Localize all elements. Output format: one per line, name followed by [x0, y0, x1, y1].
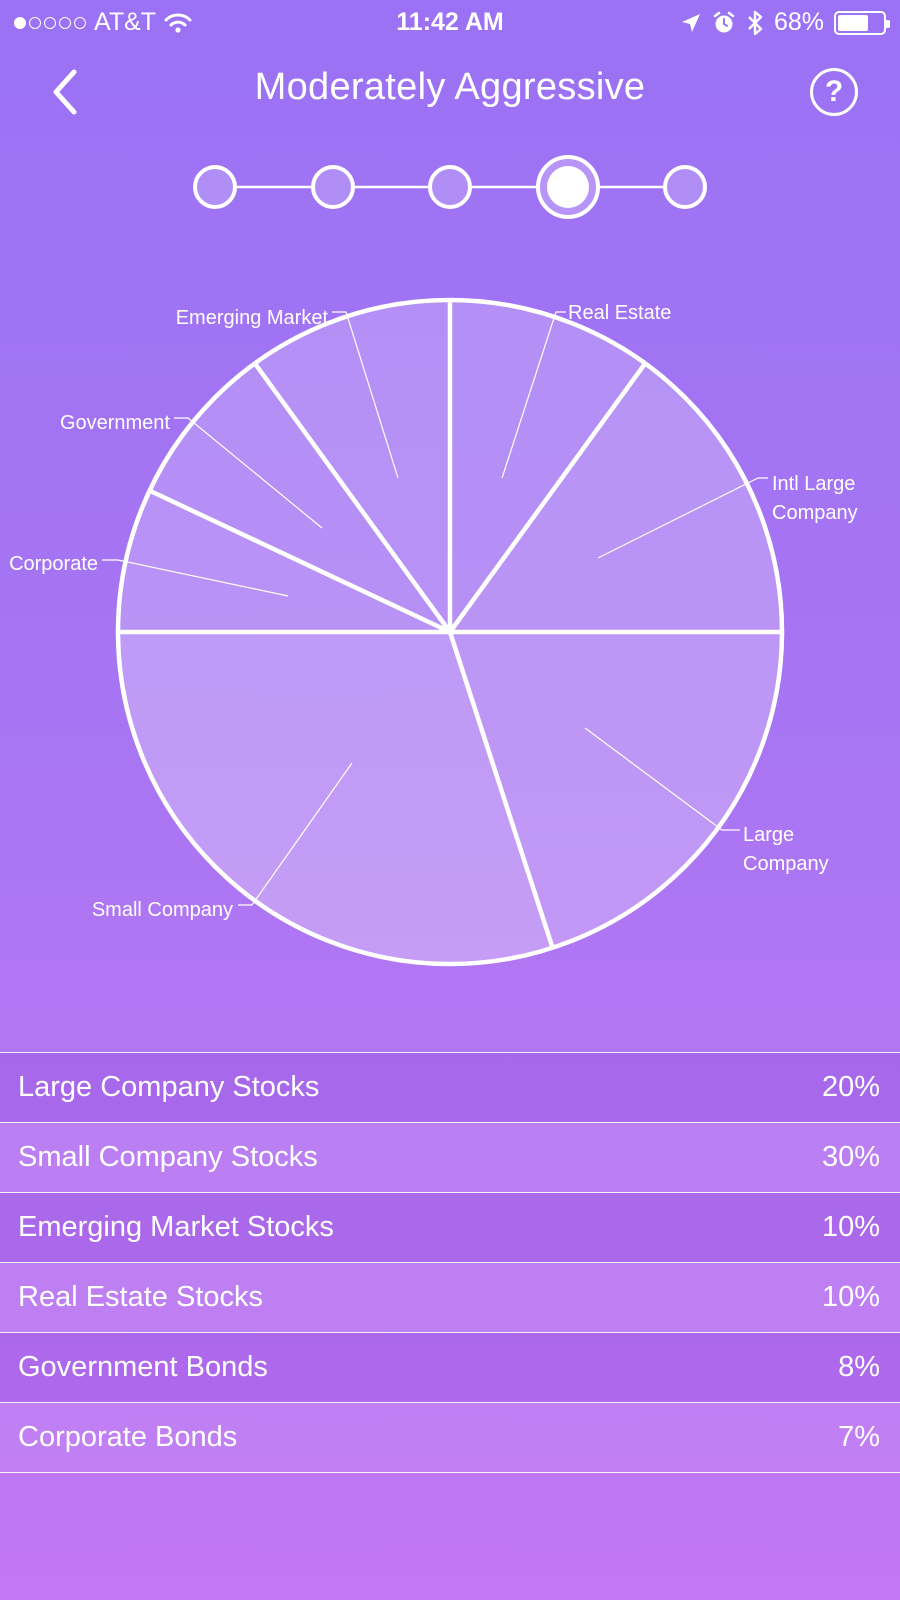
- signal-strength-icon: [14, 16, 86, 29]
- allocation-row[interactable]: Government Bonds 8%: [0, 1333, 900, 1403]
- pie-slice-label: Real Estate: [568, 302, 671, 324]
- pie-slice-divider: [253, 362, 452, 634]
- pie-slice: [118, 632, 553, 964]
- signal-dot: [44, 16, 56, 29]
- stepper-step[interactable]: [311, 165, 355, 209]
- stepper-step[interactable]: [663, 165, 707, 209]
- pie-outline: [115, 297, 785, 967]
- pie-slice: [149, 363, 450, 632]
- pie-slices: [118, 300, 782, 964]
- allocation-row[interactable]: Emerging Market Stocks 10%: [0, 1193, 900, 1263]
- battery-tip: [886, 19, 890, 28]
- allocation-percent: 30%: [821, 1141, 880, 1173]
- help-button[interactable]: ?: [810, 68, 858, 116]
- allocation-row[interactable]: Corporate Bonds 7%: [0, 1403, 900, 1473]
- battery-percent: 68%: [773, 8, 824, 36]
- pie-leader-line: [102, 559, 289, 597]
- pie-slice-label: Emerging Market: [176, 307, 329, 329]
- pie-slice-label: Small Company: [92, 899, 233, 921]
- pie-leader-line: [584, 727, 740, 831]
- pie-slice-label: Company: [772, 502, 858, 524]
- pie-slice-divider: [448, 362, 647, 634]
- pie-slice: [450, 632, 782, 948]
- allocation-percent: 7%: [838, 1421, 880, 1453]
- status-right: 68%: [680, 8, 890, 37]
- allocation-percent: 10%: [821, 1281, 880, 1313]
- allocation-name: Large Company Stocks: [18, 1071, 320, 1103]
- signal-dot: [29, 16, 41, 29]
- pie-leader-line: [174, 417, 323, 529]
- battery-fill: [838, 14, 868, 31]
- location-arrow-icon: [681, 13, 700, 32]
- risk-level-stepper[interactable]: [0, 150, 900, 220]
- pie-slice-label: Government: [60, 412, 170, 434]
- allocation-row[interactable]: Small Company Stocks 30%: [0, 1123, 900, 1193]
- allocation-name: Small Company Stocks: [18, 1141, 318, 1173]
- carrier-name: AT&T: [94, 8, 157, 36]
- allocation-list: Large Company Stocks 20% Small Company Sto…: [0, 1052, 900, 1473]
- allocation-row[interactable]: Real Estate Stocks 10%: [0, 1263, 900, 1333]
- pie-slice-label: Intl Large: [772, 473, 855, 495]
- pie-slice-divider: [148, 488, 451, 635]
- pie-leader-line: [238, 762, 353, 906]
- allocation-name: Corporate Bonds: [18, 1421, 238, 1453]
- pie-slice: [450, 363, 782, 632]
- allocation-percent: 20%: [821, 1071, 880, 1103]
- status-time: 11:42 AM: [396, 8, 504, 36]
- stepper-step-selected-dot: [547, 166, 589, 208]
- stepper-step[interactable]: [428, 165, 472, 209]
- pie-slice-label: Company: [743, 853, 829, 875]
- pie-slice-divider: [447, 631, 555, 949]
- allocation-percent: 10%: [821, 1211, 880, 1243]
- signal-dot: [74, 16, 86, 29]
- pie-slice-label: Corporate: [9, 553, 98, 575]
- chevron-left-icon[interactable]: [44, 64, 88, 120]
- battery-icon: [834, 10, 890, 35]
- allocation-name: Emerging Market Stocks: [18, 1211, 334, 1243]
- pie-leader-line: [501, 311, 566, 479]
- pie-slice-label: Large: [743, 824, 794, 846]
- allocation-pie-chart: Real Estate Intl Large Company Large Company…: [9, 297, 858, 967]
- pie-leader-line: [597, 477, 768, 559]
- signal-dot: [59, 16, 71, 29]
- alarm-icon: [713, 11, 735, 32]
- page-title: Moderately Aggressive: [254, 66, 646, 108]
- pie-slice: [118, 490, 450, 632]
- allocation-name: Real Estate Stocks: [18, 1281, 263, 1313]
- allocation-row[interactable]: Large Company Stocks 20%: [0, 1053, 900, 1123]
- status-bar: AT&T 11:42 AM 68%: [0, 0, 900, 44]
- pie-slice: [450, 300, 646, 632]
- pie-leader-line: [332, 311, 399, 479]
- status-left: AT&T: [14, 8, 192, 37]
- signal-dot: [14, 16, 26, 29]
- wifi-icon: [164, 13, 192, 33]
- pie-slice: [254, 300, 450, 632]
- bluetooth-icon: [748, 10, 763, 35]
- allocation-name: Government Bonds: [18, 1351, 268, 1383]
- stepper-step[interactable]: [193, 165, 237, 209]
- allocation-percent: 8%: [838, 1351, 880, 1383]
